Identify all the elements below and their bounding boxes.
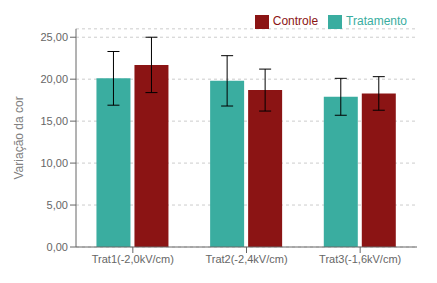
html-text:Tratamento: Tratamento [346, 14, 407, 28]
svg-text:10,00: 10,00 [40, 157, 68, 169]
svg-text:15,00: 15,00 [40, 115, 68, 127]
svg-text:Trat3(-1,6kV/cm): Trat3(-1,6kV/cm) [319, 253, 401, 265]
svg-text:25,00: 25,00 [40, 31, 68, 43]
svg-text:Trat2(-2,4kV/cm): Trat2(-2,4kV/cm) [205, 253, 287, 265]
html-text:Controle: Controle [272, 14, 319, 28]
svg-text:0,00: 0,00 [47, 241, 68, 253]
svg-text:20,00: 20,00 [40, 73, 68, 85]
svg-text:Trat1(-2,0kV/cm): Trat1(-2,0kV/cm) [92, 253, 174, 265]
svg-text:5,00: 5,00 [47, 199, 68, 211]
svg-text:Variação da cor: Variação da cor [12, 96, 26, 179]
